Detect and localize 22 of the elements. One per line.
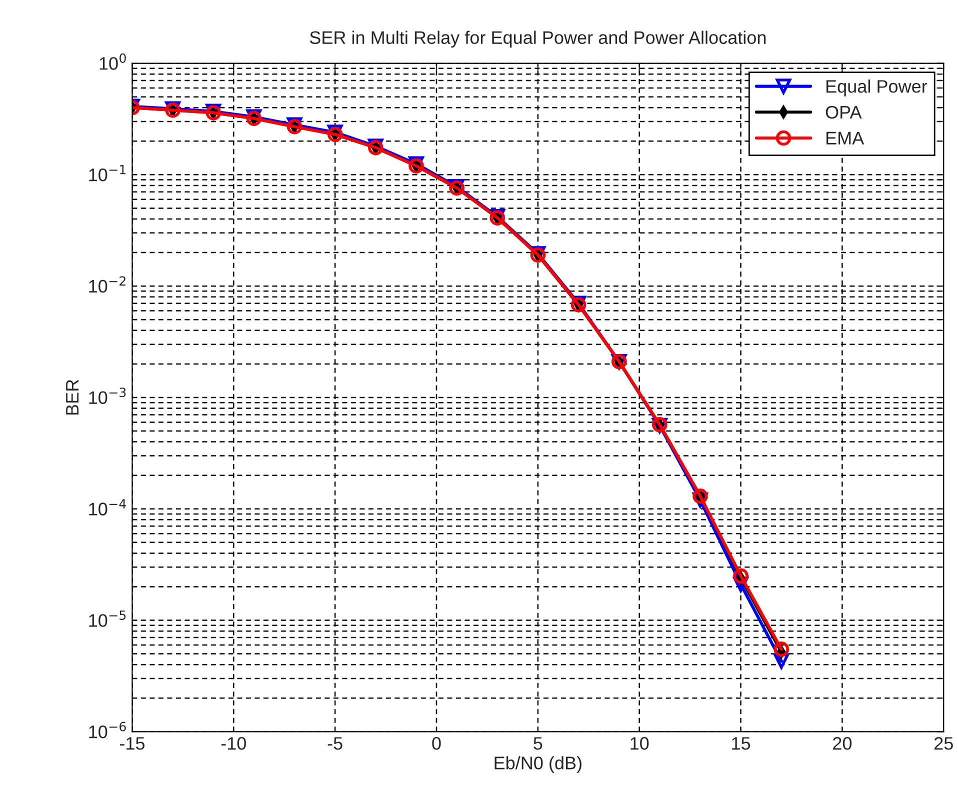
- x-tick-label: -10: [221, 737, 246, 750]
- x-tick-label: 10: [630, 737, 649, 750]
- y-tick-label: 10$^{−1}$: [89, 164, 126, 182]
- x-tick-label: 0: [432, 737, 441, 750]
- y-tick-label: 10$^{−3}$: [89, 388, 126, 404]
- x-tick-label: -15: [120, 737, 144, 750]
- legend-label: EMA: [826, 132, 864, 144]
- y-tick-label: 10$^{−5}$: [89, 610, 126, 627]
- x-tick-label: 25: [934, 737, 953, 750]
- y-tick-label: 10$^{−6}$: [89, 722, 126, 738]
- y-axis-title: BER: [66, 380, 78, 415]
- legend-label: Equal Power: [826, 80, 928, 96]
- y-tick-label: 10$^{−4}$: [89, 499, 126, 516]
- x-tick-label: 5: [534, 737, 542, 750]
- y-tick-label: 10$^{0}$: [100, 53, 126, 70]
- x-tick-label: 15: [732, 737, 750, 750]
- chart-title: SER in Multi Relay for Equal Power and Power Allocation: [310, 30, 766, 48]
- x-tick-label: -5: [328, 737, 342, 750]
- legend-label: OPA: [826, 106, 862, 119]
- x-axis-title: Eb/N0 (dB): [494, 756, 582, 773]
- y-tick-label: 10$^{−2}$: [89, 276, 126, 293]
- x-tick-label: 20: [833, 737, 852, 750]
